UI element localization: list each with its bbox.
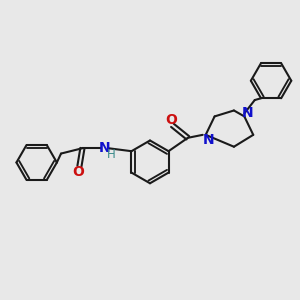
Text: O: O — [165, 113, 177, 127]
Text: H: H — [107, 148, 116, 161]
Text: N: N — [202, 133, 214, 147]
Text: N: N — [242, 106, 254, 120]
Text: N: N — [99, 141, 110, 154]
Text: O: O — [72, 165, 84, 179]
